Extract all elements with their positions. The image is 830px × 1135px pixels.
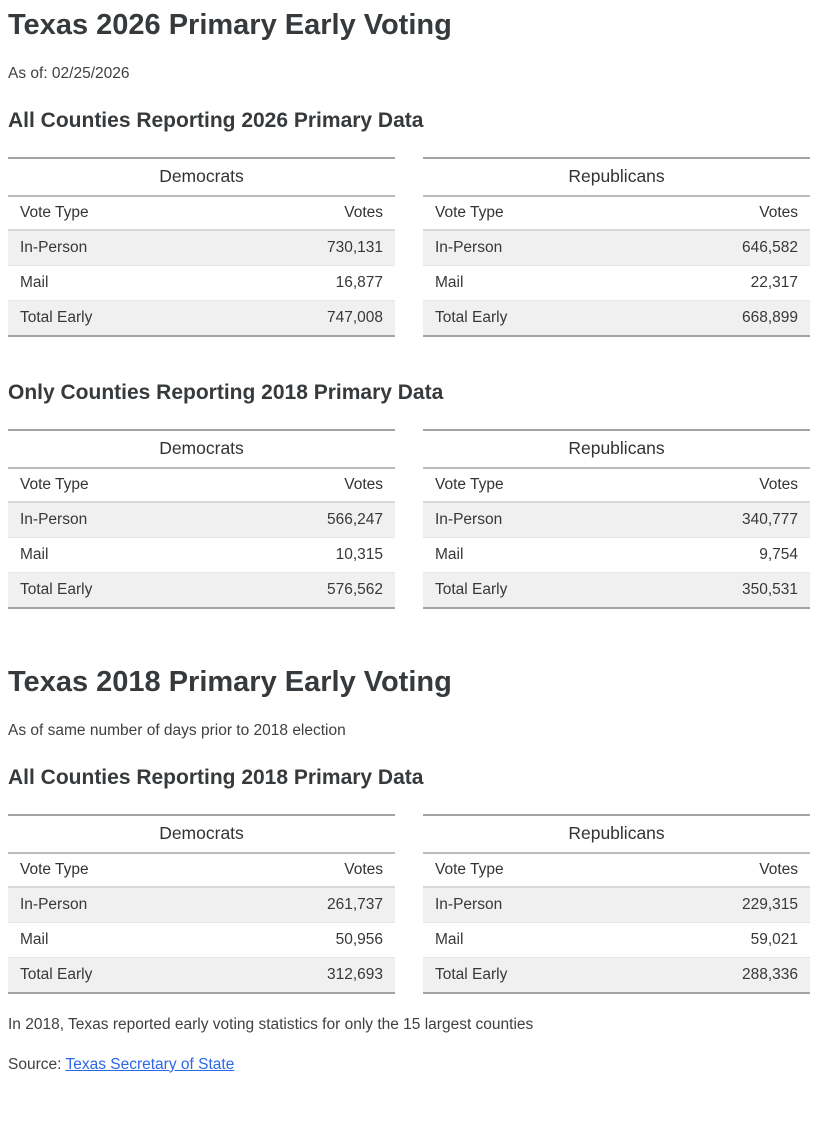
table-row: Mail 16,877	[8, 264, 395, 301]
vote-type-cell: Total Early	[8, 299, 202, 336]
votes-cell: 730,131	[326, 238, 383, 256]
table-row: Mail 10,315	[8, 536, 395, 573]
vote-type-cell: In-Person	[20, 510, 88, 528]
col-header-votes: Votes	[616, 467, 810, 503]
votes-cell: 10,315	[201, 536, 395, 573]
table-row: Total Early 576,562	[8, 571, 395, 608]
vote-type-cell: Mail	[8, 264, 202, 301]
page-title-2018: Texas 2018 Primary Early Voting	[8, 665, 452, 698]
votes-cell: 59,021	[616, 921, 810, 958]
tables-row-2018: Democrats Vote Type Votes In-Person 261,…	[8, 813, 822, 994]
vote-type-cell: Total Early	[8, 956, 202, 993]
votes-cell: 261,737	[326, 895, 383, 913]
vote-type-cell: In-Person	[20, 895, 88, 913]
votes-cell: 50,956	[201, 921, 395, 958]
table-row: In-Person 646,582	[423, 229, 810, 266]
table-row: Total Early 668,899	[423, 299, 810, 336]
vote-table-2026-republicans: Republicans Vote Type Votes In-Person 64…	[423, 156, 810, 337]
table-row: Mail 9,754	[423, 536, 810, 573]
table-row: In-Person 566,247	[8, 501, 395, 538]
table-row: Mail 50,956	[8, 921, 395, 958]
party-header: Republicans	[423, 157, 810, 197]
col-header-votes: Votes	[201, 467, 395, 503]
vote-type-cell: Total Early	[423, 571, 617, 608]
table-row: Total Early 747,008	[8, 299, 395, 336]
tables-row-only-2018: Democrats Vote Type Votes In-Person 566,…	[8, 428, 822, 609]
vote-type-cell: In-Person	[435, 510, 503, 528]
source-link[interactable]: Texas Secretary of State	[65, 1055, 235, 1073]
votes-cell: 22,317	[616, 264, 810, 301]
vote-table-2026-democrats: Democrats Vote Type Votes In-Person 730,…	[8, 156, 395, 337]
votes-cell: 576,562	[201, 571, 395, 608]
page-title-2026: Texas 2026 Primary Early Voting	[8, 9, 452, 41]
votes-cell: 747,008	[201, 299, 395, 336]
vote-type-cell: Mail	[8, 536, 202, 573]
as-of-date-text: As of: 02/25/2026	[8, 64, 130, 82]
vote-type-cell: In-Person	[435, 895, 503, 913]
vote-type-cell: Total Early	[423, 956, 617, 993]
party-header: Democrats	[8, 814, 395, 854]
vote-type-cell: Total Early	[8, 571, 202, 608]
vote-table-only2018-republicans: Republicans Vote Type Votes In-Person 34…	[423, 428, 810, 609]
vote-table-2018-republicans: Republicans Vote Type Votes In-Person 22…	[423, 813, 810, 994]
table-row: In-Person 229,315	[423, 886, 810, 923]
table-row: Total Early 312,693	[8, 956, 395, 993]
votes-cell: 668,899	[616, 299, 810, 336]
tables-row-2026: Democrats Vote Type Votes In-Person 730,…	[8, 156, 822, 337]
votes-cell: 312,693	[201, 956, 395, 993]
party-header: Republicans	[423, 814, 810, 854]
votes-cell: 646,582	[741, 238, 798, 256]
col-header-vote-type: Vote Type	[423, 852, 617, 888]
votes-cell: 229,315	[741, 895, 798, 913]
col-header-votes: Votes	[616, 852, 810, 888]
votes-cell: 288,336	[616, 956, 810, 993]
vote-table-only2018-democrats: Democrats Vote Type Votes In-Person 566,…	[8, 428, 395, 609]
table-row: Mail 22,317	[423, 264, 810, 301]
vote-type-cell: Total Early	[423, 299, 617, 336]
vote-type-cell: Mail	[423, 921, 617, 958]
col-header-vote-type: Vote Type	[8, 195, 202, 231]
table-row: Total Early 350,531	[423, 571, 810, 608]
votes-cell: 9,754	[616, 536, 810, 573]
votes-cell: 16,877	[201, 264, 395, 301]
vote-type-cell: Mail	[423, 536, 617, 573]
col-header-votes: Votes	[201, 195, 395, 231]
votes-cell: 566,247	[326, 510, 383, 528]
as-of-2018-text: As of same number of days prior to 2018 …	[8, 721, 346, 739]
party-header: Democrats	[8, 429, 395, 469]
table-row: In-Person 340,777	[423, 501, 810, 538]
party-header: Democrats	[8, 157, 395, 197]
col-header-votes: Votes	[616, 195, 810, 231]
votes-cell: 340,777	[741, 510, 798, 528]
vote-table-2018-democrats: Democrats Vote Type Votes In-Person 261,…	[8, 813, 395, 994]
col-header-vote-type: Vote Type	[8, 852, 202, 888]
source-prefix: Source:	[8, 1055, 62, 1073]
vote-type-cell: In-Person	[20, 238, 88, 256]
table-row: Total Early 288,336	[423, 956, 810, 993]
section-heading-only-2018: Only Counties Reporting 2018 Primary Dat…	[8, 380, 444, 404]
table-row: In-Person 730,131	[8, 229, 395, 266]
col-header-vote-type: Vote Type	[8, 467, 202, 503]
vote-type-cell: In-Person	[435, 238, 503, 256]
table-row: In-Person 261,737	[8, 886, 395, 923]
source-line: Source: Texas Secretary of State	[8, 1056, 822, 1074]
footnote-15-counties: In 2018, Texas reported early voting sta…	[8, 1015, 534, 1033]
vote-type-cell: Mail	[8, 921, 202, 958]
section-heading-all-2026: All Counties Reporting 2026 Primary Data	[8, 108, 424, 132]
votes-cell: 350,531	[616, 571, 810, 608]
col-header-vote-type: Vote Type	[423, 195, 617, 231]
table-row: Mail 59,021	[423, 921, 810, 958]
section-heading-all-2018: All Counties Reporting 2018 Primary Data	[8, 765, 424, 789]
col-header-votes: Votes	[201, 852, 395, 888]
party-header: Republicans	[423, 429, 810, 469]
col-header-vote-type: Vote Type	[423, 467, 617, 503]
vote-type-cell: Mail	[423, 264, 617, 301]
